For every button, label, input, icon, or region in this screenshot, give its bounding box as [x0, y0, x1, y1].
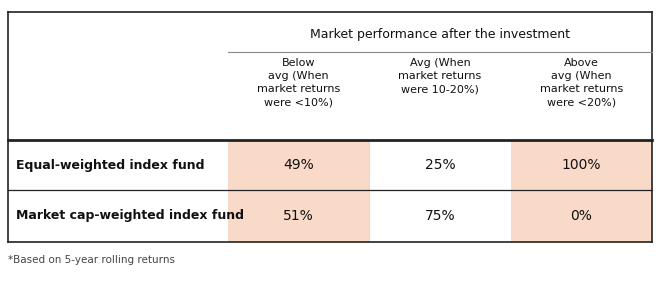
- Text: Below
avg (When
market returns
were <10%): Below avg (When market returns were <10%…: [257, 58, 341, 108]
- Text: 0%: 0%: [570, 209, 592, 223]
- Text: 25%: 25%: [424, 158, 455, 172]
- Text: 75%: 75%: [424, 209, 455, 223]
- Bar: [511, 190, 652, 242]
- Bar: [228, 140, 370, 190]
- Text: Market cap-weighted index fund: Market cap-weighted index fund: [16, 210, 244, 223]
- Text: Avg (When
market returns
were 10-20%): Avg (When market returns were 10-20%): [399, 58, 482, 94]
- Text: *Based on 5-year rolling returns: *Based on 5-year rolling returns: [8, 255, 175, 265]
- Text: 100%: 100%: [562, 158, 601, 172]
- Bar: [228, 190, 370, 242]
- Text: 49%: 49%: [283, 158, 314, 172]
- Bar: [511, 140, 652, 190]
- Text: Market performance after the investment: Market performance after the investment: [310, 28, 570, 41]
- Text: Above
avg (When
market returns
were <20%): Above avg (When market returns were <20%…: [540, 58, 623, 108]
- Text: Equal-weighted index fund: Equal-weighted index fund: [16, 158, 205, 171]
- Text: 51%: 51%: [283, 209, 314, 223]
